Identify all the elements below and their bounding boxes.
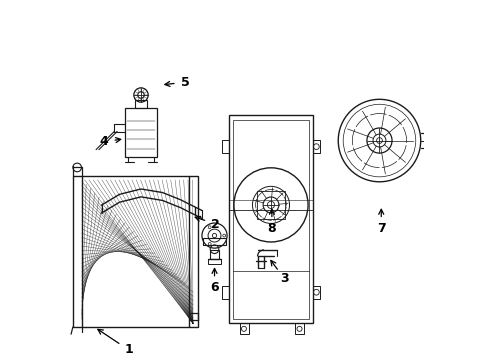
Bar xyxy=(190,176,198,327)
Bar xyxy=(222,286,229,299)
Text: 4: 4 xyxy=(99,135,108,148)
Text: 7: 7 xyxy=(377,222,386,235)
Bar xyxy=(295,323,304,334)
Bar xyxy=(229,116,313,323)
Text: 5: 5 xyxy=(181,76,190,89)
Text: 1: 1 xyxy=(124,343,133,356)
Bar xyxy=(240,323,248,334)
Bar xyxy=(233,120,309,319)
Bar xyxy=(203,238,226,244)
Bar xyxy=(313,286,319,299)
Bar xyxy=(125,108,157,157)
Text: 3: 3 xyxy=(280,272,289,285)
Bar xyxy=(208,259,221,264)
Bar xyxy=(222,140,229,153)
Text: 2: 2 xyxy=(212,217,220,230)
Bar xyxy=(257,190,285,219)
Bar xyxy=(313,140,319,153)
Text: 6: 6 xyxy=(210,281,219,294)
Text: 8: 8 xyxy=(268,222,276,235)
Bar xyxy=(135,100,147,108)
Bar xyxy=(210,250,219,259)
Bar xyxy=(73,176,82,327)
